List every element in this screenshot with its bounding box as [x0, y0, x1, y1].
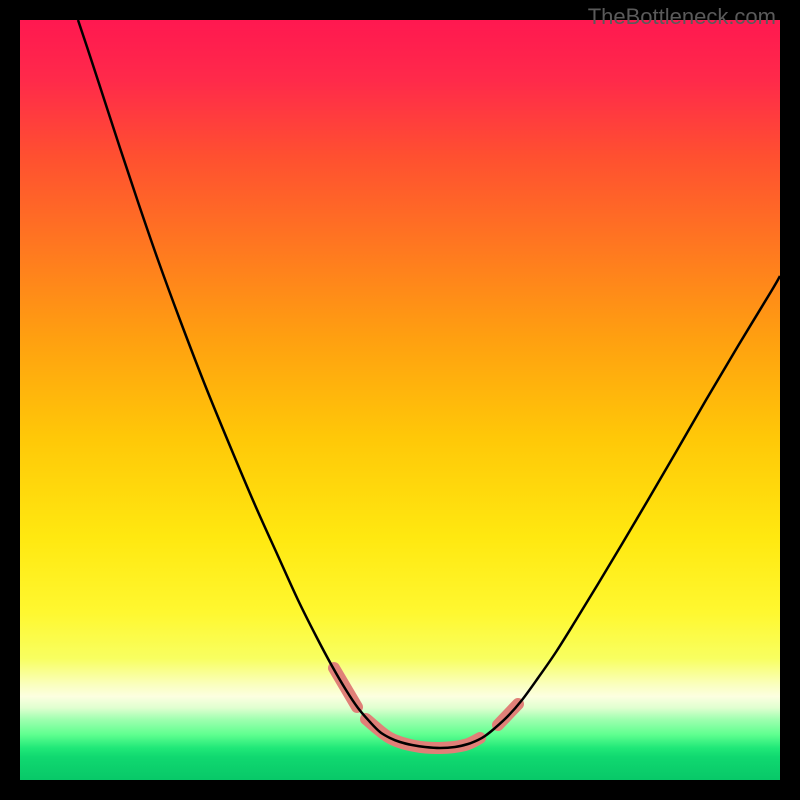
plot-area [20, 20, 780, 780]
chart-curves [20, 20, 780, 780]
watermark-text: TheBottleneck.com [588, 4, 776, 30]
